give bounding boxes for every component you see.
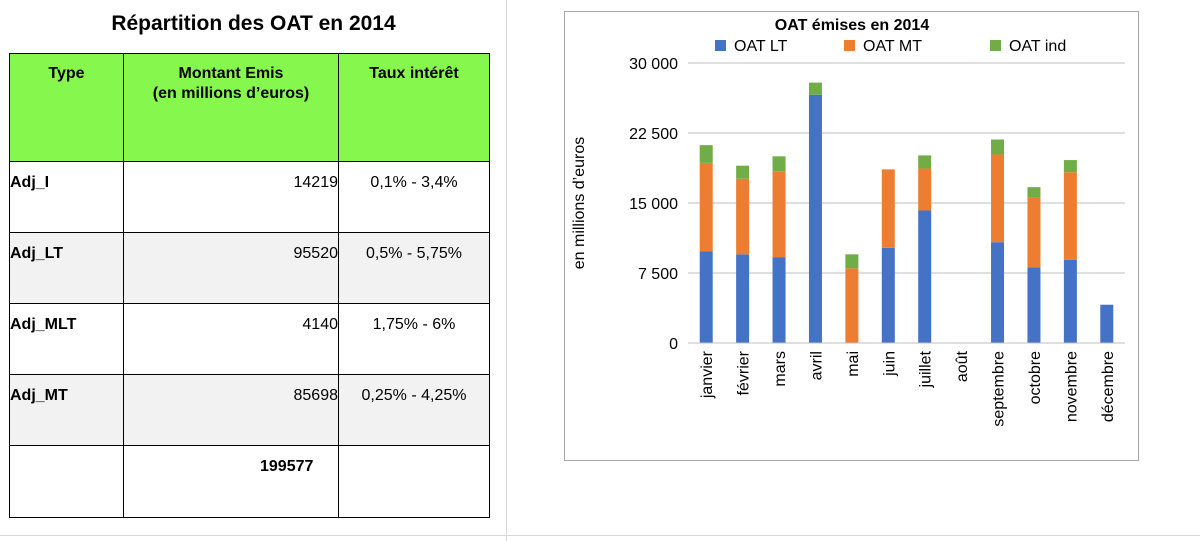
bar-segment <box>991 139 1005 155</box>
bar-segment <box>1027 267 1041 343</box>
x-tick-label: mars <box>772 351 789 387</box>
legend-label: OAT MT <box>863 38 922 55</box>
table-header-row: Type Montant Emis (en millions d’euros) … <box>9 53 490 162</box>
total-empty-cell <box>9 445 124 518</box>
oat-chart-panel: OAT émises en 2014 OAT LT OAT MT OAT ind 0 7 … <box>508 0 1200 541</box>
legend-swatch <box>844 40 855 51</box>
bar-segment <box>1100 304 1114 343</box>
row-type: Adj_LT <box>9 232 124 304</box>
x-tick-label: décembre <box>1100 351 1117 422</box>
y-tick-label: 0 <box>669 336 678 353</box>
x-tick-label: juillet <box>918 350 935 388</box>
row-amount: 14219 <box>123 161 339 233</box>
row-rate: 1,75% - 6% <box>338 303 490 375</box>
header-type: Type <box>9 53 124 162</box>
oat-table-panel: Répartition des OAT en 2014 Type Montant… <box>0 0 507 541</box>
bar-segment <box>918 155 932 169</box>
x-tick-label: juin <box>881 351 898 377</box>
row-rate: 0,5% - 5,75% <box>338 232 490 304</box>
table-total-row: 199577 <box>9 445 490 518</box>
legend-label: OAT LT <box>734 38 788 55</box>
bar-segment <box>736 254 750 343</box>
bar-segment <box>918 210 932 343</box>
legend-label: OAT ind <box>1009 38 1066 55</box>
y-tick-label: 30 000 <box>629 56 678 73</box>
row-amount: 95520 <box>123 232 339 304</box>
bar-segment <box>699 251 713 343</box>
x-tick-label: janvier <box>699 350 716 399</box>
bar-segment <box>1063 172 1077 260</box>
bottom-rule <box>0 535 1200 536</box>
y-axis-label: en millions d’euros <box>571 137 588 270</box>
bar-segment <box>699 145 713 163</box>
table-row: Adj_I 14219 0,1% - 3,4% <box>9 161 490 233</box>
table-title: Répartition des OAT en 2014 <box>111 12 396 35</box>
legend-swatch <box>990 40 1001 51</box>
header-rate: Taux intérêt <box>338 53 490 162</box>
bar-segment <box>808 94 822 343</box>
bar-segment <box>991 154 1005 243</box>
bar-segment <box>808 82 822 95</box>
bar-segment <box>991 242 1005 343</box>
row-rate: 0,25% - 4,25% <box>338 374 490 446</box>
x-tick-label: septembre <box>991 351 1008 427</box>
x-tick-label: mai <box>845 351 862 377</box>
bar-segment <box>1063 160 1077 173</box>
bar-segment <box>772 156 786 172</box>
row-type: Adj_MLT <box>9 303 124 375</box>
bar-segment <box>736 165 750 179</box>
x-tick-label: février <box>736 350 753 395</box>
bar-segment <box>736 178 750 255</box>
bar-segment <box>845 268 859 343</box>
bar-segment <box>772 257 786 343</box>
bar-segment <box>881 169 895 248</box>
legend-swatch <box>715 40 726 51</box>
total-amount: 199577 <box>123 445 339 518</box>
bar-segment <box>881 247 895 343</box>
row-rate: 0,1% - 3,4% <box>338 161 490 233</box>
oat-table: Type Montant Emis (en millions d’euros) … <box>9 53 490 518</box>
row-amount: 4140 <box>123 303 339 375</box>
bar-segment <box>918 168 932 211</box>
y-tick-label: 15 000 <box>629 196 678 213</box>
table-row: Adj_MT 85698 0,25% - 4,25% <box>9 374 490 446</box>
y-tick-label: 7 500 <box>638 266 678 283</box>
stacked-bar-chart: OAT émises en 2014 OAT LT OAT MT OAT ind 0 7 … <box>571 17 1125 427</box>
row-type: Adj_MT <box>9 374 124 446</box>
row-type: Adj_I <box>9 161 124 233</box>
x-tick-label: avril <box>808 351 825 380</box>
bar-segment <box>845 254 859 269</box>
x-tick-label: octobre <box>1027 351 1044 404</box>
total-empty-cell <box>338 445 490 518</box>
bar-segment <box>1063 259 1077 343</box>
x-tick-label: novembre <box>1063 351 1080 422</box>
bar-segment <box>772 171 786 258</box>
table-row: Adj_LT 95520 0,5% - 5,75% <box>9 232 490 304</box>
panel-divider <box>506 0 507 541</box>
bar-segment <box>699 162 713 252</box>
row-amount: 85698 <box>123 374 339 446</box>
bar-segment <box>1027 187 1041 198</box>
chart-frame: OAT émises en 2014 OAT LT OAT MT OAT ind 0 7 … <box>564 11 1139 461</box>
table-row: Adj_MLT 4140 1,75% - 6% <box>9 303 490 375</box>
chart-title: OAT émises en 2014 <box>775 17 930 34</box>
x-tick-label: août <box>954 350 971 382</box>
y-tick-label: 22 500 <box>629 126 678 143</box>
header-amount: Montant Emis (en millions d’euros) <box>123 53 339 162</box>
bar-segment <box>1027 197 1041 268</box>
